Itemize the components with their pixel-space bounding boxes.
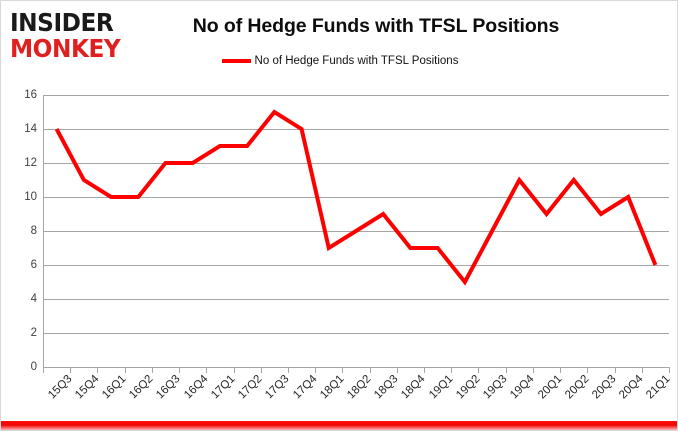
logo-text-insider: INSIDER — [10, 8, 114, 37]
y-axis-line — [43, 95, 44, 367]
chart-legend: No of Hedge Funds with TFSL Positions — [1, 55, 677, 67]
x-axis-tick — [397, 367, 398, 373]
y-axis-labels: 16 14 12 10 8 6 4 2 0 — [1, 89, 37, 373]
y-axis-tick-label: 8 — [30, 225, 37, 237]
x-axis-tick-label: 16Q2 — [127, 373, 156, 402]
x-axis-ticks — [43, 367, 670, 373]
x-axis-tick-label: 18Q3 — [372, 373, 401, 402]
x-axis-tick-label: 21Q1 — [644, 373, 673, 402]
y-axis-tick-label: 16 — [24, 89, 37, 101]
gridline — [43, 299, 669, 300]
x-axis-tick — [125, 367, 126, 373]
x-axis-tick-label: 19Q4 — [508, 373, 537, 402]
x-axis-tick-label: 19Q3 — [481, 373, 510, 402]
x-axis-tick-label: 15Q3 — [45, 373, 75, 402]
x-axis-tick — [179, 367, 180, 373]
gridline — [43, 265, 669, 266]
y-axis-tick-label: 4 — [30, 293, 37, 305]
x-axis-tick — [451, 367, 452, 373]
x-axis-tick-label: 16Q1 — [100, 373, 129, 402]
y-axis-tick-label: 12 — [24, 157, 37, 169]
x-axis-tick — [587, 367, 588, 373]
plot-area — [43, 95, 669, 368]
y-axis-tick-label: 2 — [30, 327, 37, 339]
x-axis-tick — [234, 367, 235, 373]
x-axis-tick-label: 20Q2 — [562, 373, 592, 402]
x-axis-tick-label: 18Q2 — [345, 373, 374, 402]
x-axis-tick-label: 17Q2 — [236, 373, 265, 402]
x-axis-tick — [370, 367, 371, 373]
x-axis-tick-label: 15Q4 — [72, 373, 102, 402]
logo-text-monkey: MONKEY — [10, 34, 121, 63]
x-axis-tick — [506, 367, 507, 373]
gridline — [43, 95, 669, 96]
x-axis-tick-label: 18Q4 — [399, 373, 428, 402]
gridline — [43, 129, 669, 130]
x-axis-tick — [615, 367, 616, 373]
x-axis-tick-label: 17Q4 — [290, 373, 320, 402]
x-axis-tick — [533, 367, 534, 373]
x-axis-tick-label: 17Q3 — [263, 373, 292, 402]
x-axis-tick-label: 17Q1 — [209, 373, 238, 402]
x-axis-tick-label: 19Q2 — [453, 373, 483, 402]
x-axis-tick-label: 16Q3 — [154, 373, 183, 402]
x-axis-tick-label: 20Q1 — [535, 373, 565, 402]
x-axis-tick — [43, 367, 44, 373]
data-series-line — [54, 109, 658, 286]
x-axis-tick — [642, 367, 643, 373]
x-axis-tick-label: 19Q1 — [426, 373, 456, 402]
x-axis-tick-label: 16Q4 — [181, 373, 211, 402]
x-axis-tick-label: 18Q1 — [317, 373, 347, 402]
x-axis-tick — [97, 367, 98, 373]
gridline — [43, 367, 669, 368]
x-axis-tick — [70, 367, 71, 373]
insider-monkey-logo: INSIDER MONKEY — [10, 8, 138, 61]
y-axis-tick-label: 10 — [24, 191, 37, 203]
x-axis-tick — [478, 367, 479, 373]
chart-title: No of Hedge Funds with TFSL Positions — [192, 15, 560, 37]
x-axis-tick — [288, 367, 289, 373]
bottom-accent-bar — [1, 421, 677, 430]
x-axis-tick — [315, 367, 316, 373]
y-axis-tick-label: 0 — [30, 361, 37, 373]
x-axis-tick — [152, 367, 153, 373]
series-line-chart — [54, 109, 658, 286]
x-axis-tick-label: 20Q4 — [617, 373, 646, 402]
legend-series-label: No of Hedge Funds with TFSL Positions — [254, 55, 459, 67]
x-axis-labels: 15Q3 15Q4 16Q1 16Q2 16Q3 16Q4 17Q1 17Q2 17Q3 17Q4… — [43, 373, 673, 428]
gridline — [43, 197, 669, 198]
gridline — [43, 333, 669, 334]
x-axis-tick — [206, 367, 207, 373]
x-axis-tick-label: 20Q3 — [590, 373, 619, 402]
x-axis-tick — [424, 367, 425, 373]
x-axis-tick — [560, 367, 561, 373]
y-axis-tick-label: 14 — [24, 123, 37, 135]
x-axis-tick — [342, 367, 343, 373]
x-axis-tick — [669, 367, 670, 373]
gridline — [43, 163, 669, 164]
y-axis-tick-label: 6 — [30, 259, 37, 271]
x-axis-tick — [261, 367, 262, 373]
legend-color-swatch — [221, 59, 251, 63]
